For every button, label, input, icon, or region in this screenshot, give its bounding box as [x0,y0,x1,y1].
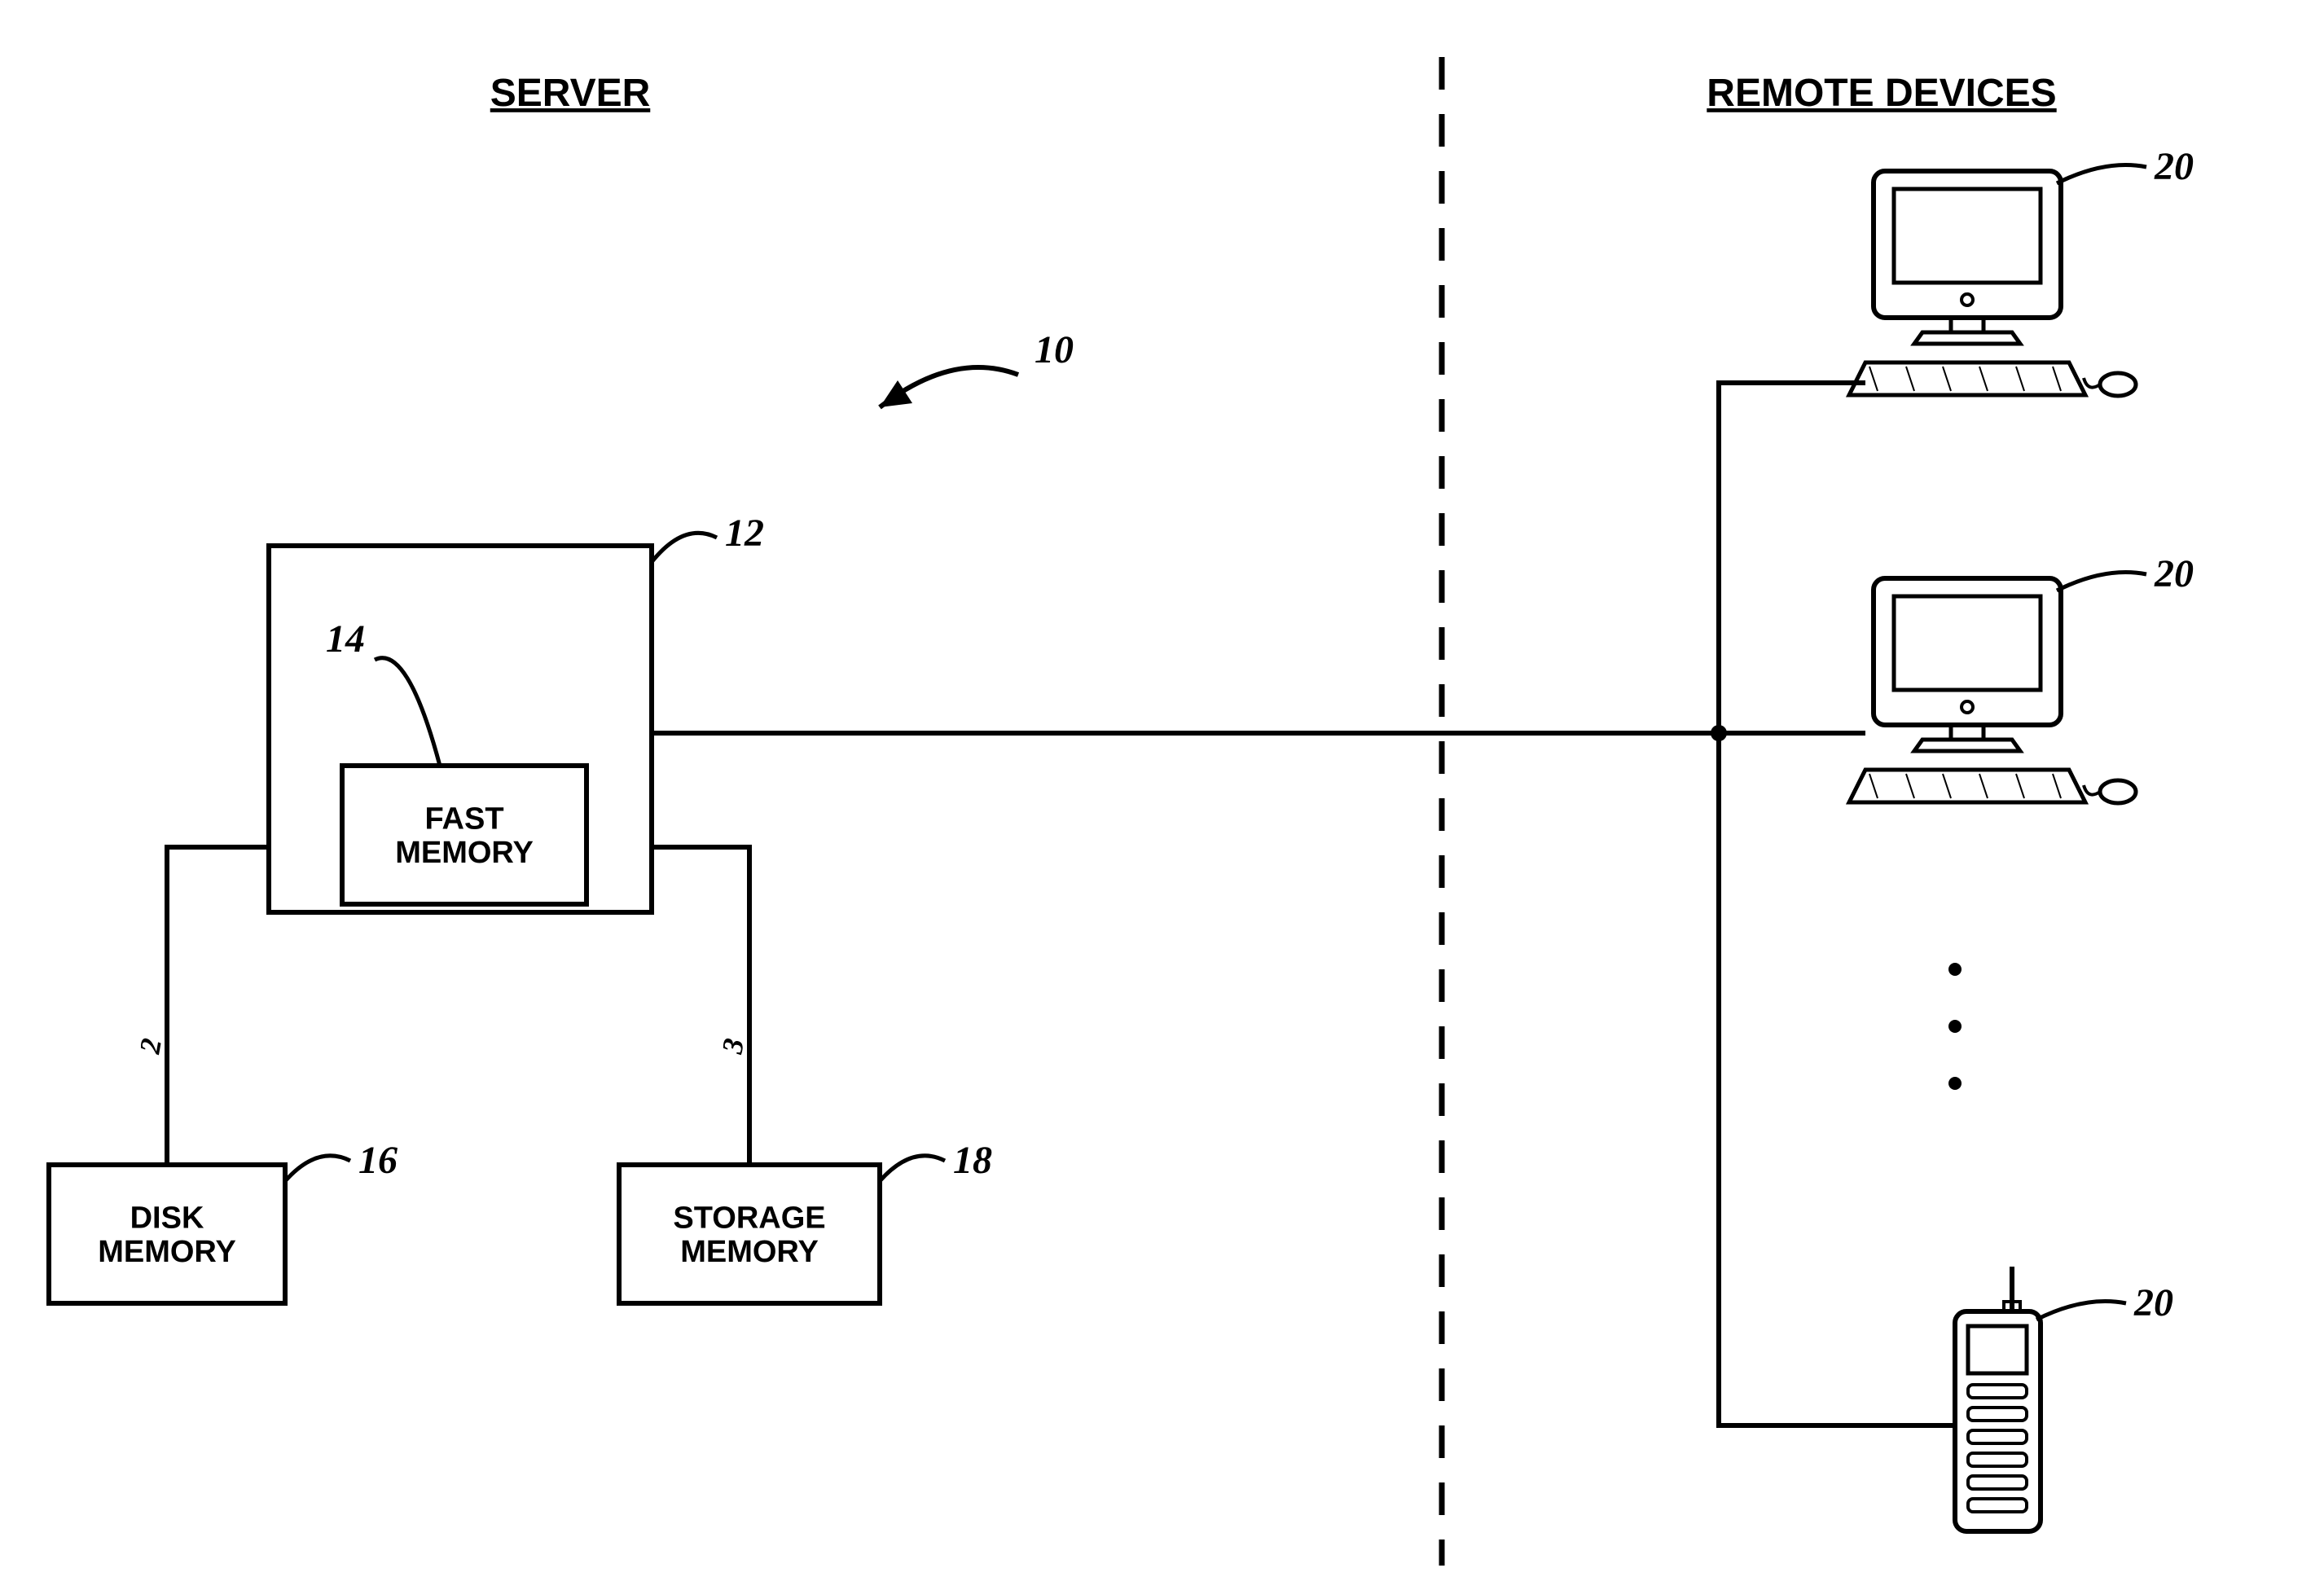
svg-text:REMOTE DEVICES: REMOTE DEVICES [1707,72,2056,115]
svg-text:18: 18 [953,1139,992,1182]
svg-text:STORAGEMEMORY: STORAGEMEMORY [673,1201,825,1269]
svg-text:10: 10 [1035,328,1074,371]
svg-text:SERVER: SERVER [490,72,651,115]
svg-text:14: 14 [326,617,365,661]
svg-text:20: 20 [2154,552,2194,595]
patent-system-diagram: SERVERREMOTE DEVICESFASTMEMORYDISKMEMORY… [0,0,2324,1590]
svg-text:16: 16 [358,1139,398,1182]
svg-text:20: 20 [2154,145,2194,188]
svg-text:12: 12 [725,512,764,555]
svg-text:20: 20 [2133,1281,2173,1324]
